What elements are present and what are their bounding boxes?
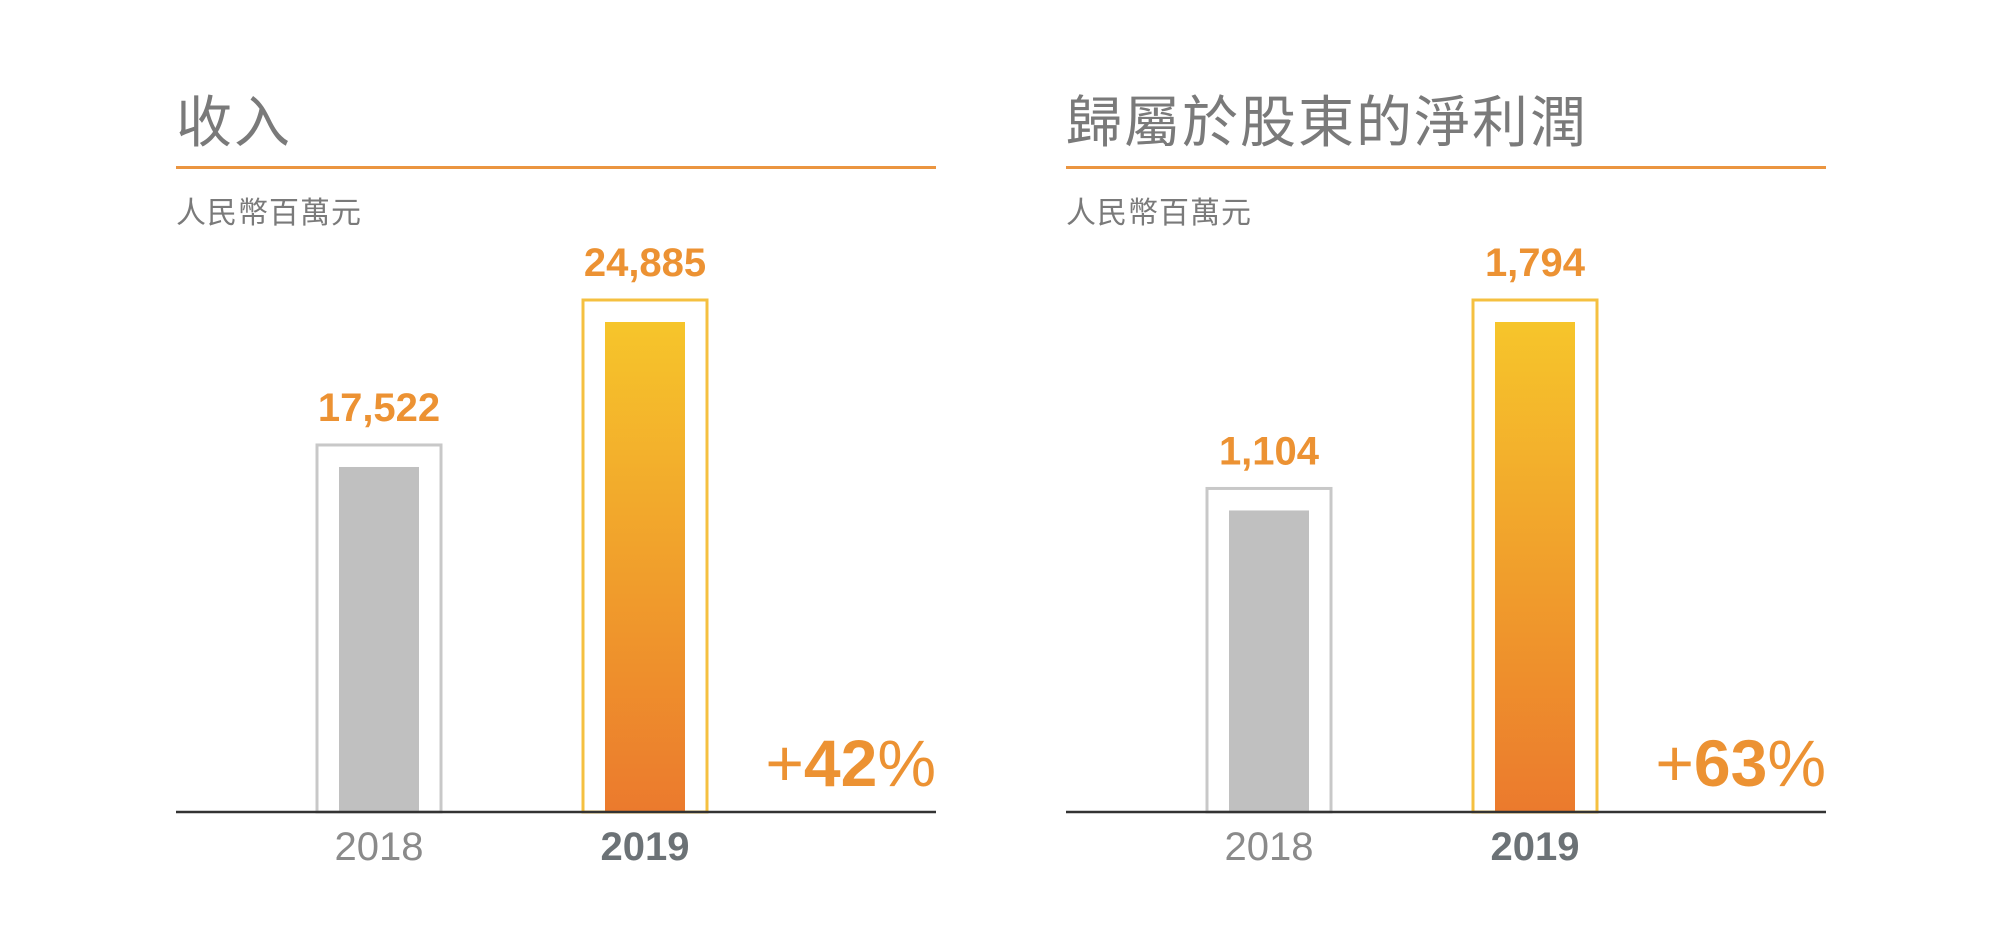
- bar-2019: [605, 322, 685, 812]
- title-divider: [1066, 166, 1826, 169]
- change-annotation: +42%: [765, 726, 936, 800]
- category-label: 2018: [1225, 825, 1314, 869]
- chart-title: 收入: [176, 91, 292, 156]
- change-sign: +: [765, 726, 804, 800]
- value-label: 17,522: [318, 386, 440, 430]
- change-sign: +: [1655, 726, 1694, 800]
- change-percent: %: [1767, 726, 1826, 800]
- change-percent: %: [877, 726, 936, 800]
- unit-label: 人民幣百萬元: [1066, 196, 1252, 231]
- category-label: 2019: [1491, 825, 1580, 869]
- revenue-panel: 收入 人民幣百萬元 17,522 2018 24,885 2019 +42%: [176, 0, 936, 945]
- title-divider: [176, 166, 936, 169]
- net-profit-panel: 歸屬於股東的淨利潤 人民幣百萬元 1,104 2018 1,794 2019 +63%: [1066, 0, 1826, 945]
- value-label: 1,794: [1485, 241, 1586, 285]
- bar-2018: [1229, 510, 1309, 812]
- value-label: 1,104: [1219, 429, 1320, 473]
- value-label: 24,885: [584, 241, 706, 285]
- category-label: 2019: [601, 825, 690, 869]
- bar-2018: [339, 466, 419, 812]
- change-number: 63: [1694, 726, 1767, 800]
- category-label: 2018: [335, 825, 424, 869]
- chart-title: 歸屬於股東的淨利潤: [1066, 91, 1588, 156]
- change-annotation: +63%: [1655, 726, 1826, 800]
- bar-2019: [1495, 322, 1575, 812]
- change-number: 42: [804, 726, 877, 800]
- unit-label: 人民幣百萬元: [176, 196, 362, 231]
- revenue-bar-chart: 17,522 2018 24,885 2019 +42%: [176, 241, 936, 869]
- net-profit-bar-chart: 1,104 2018 1,794 2019 +63%: [1066, 241, 1826, 869]
